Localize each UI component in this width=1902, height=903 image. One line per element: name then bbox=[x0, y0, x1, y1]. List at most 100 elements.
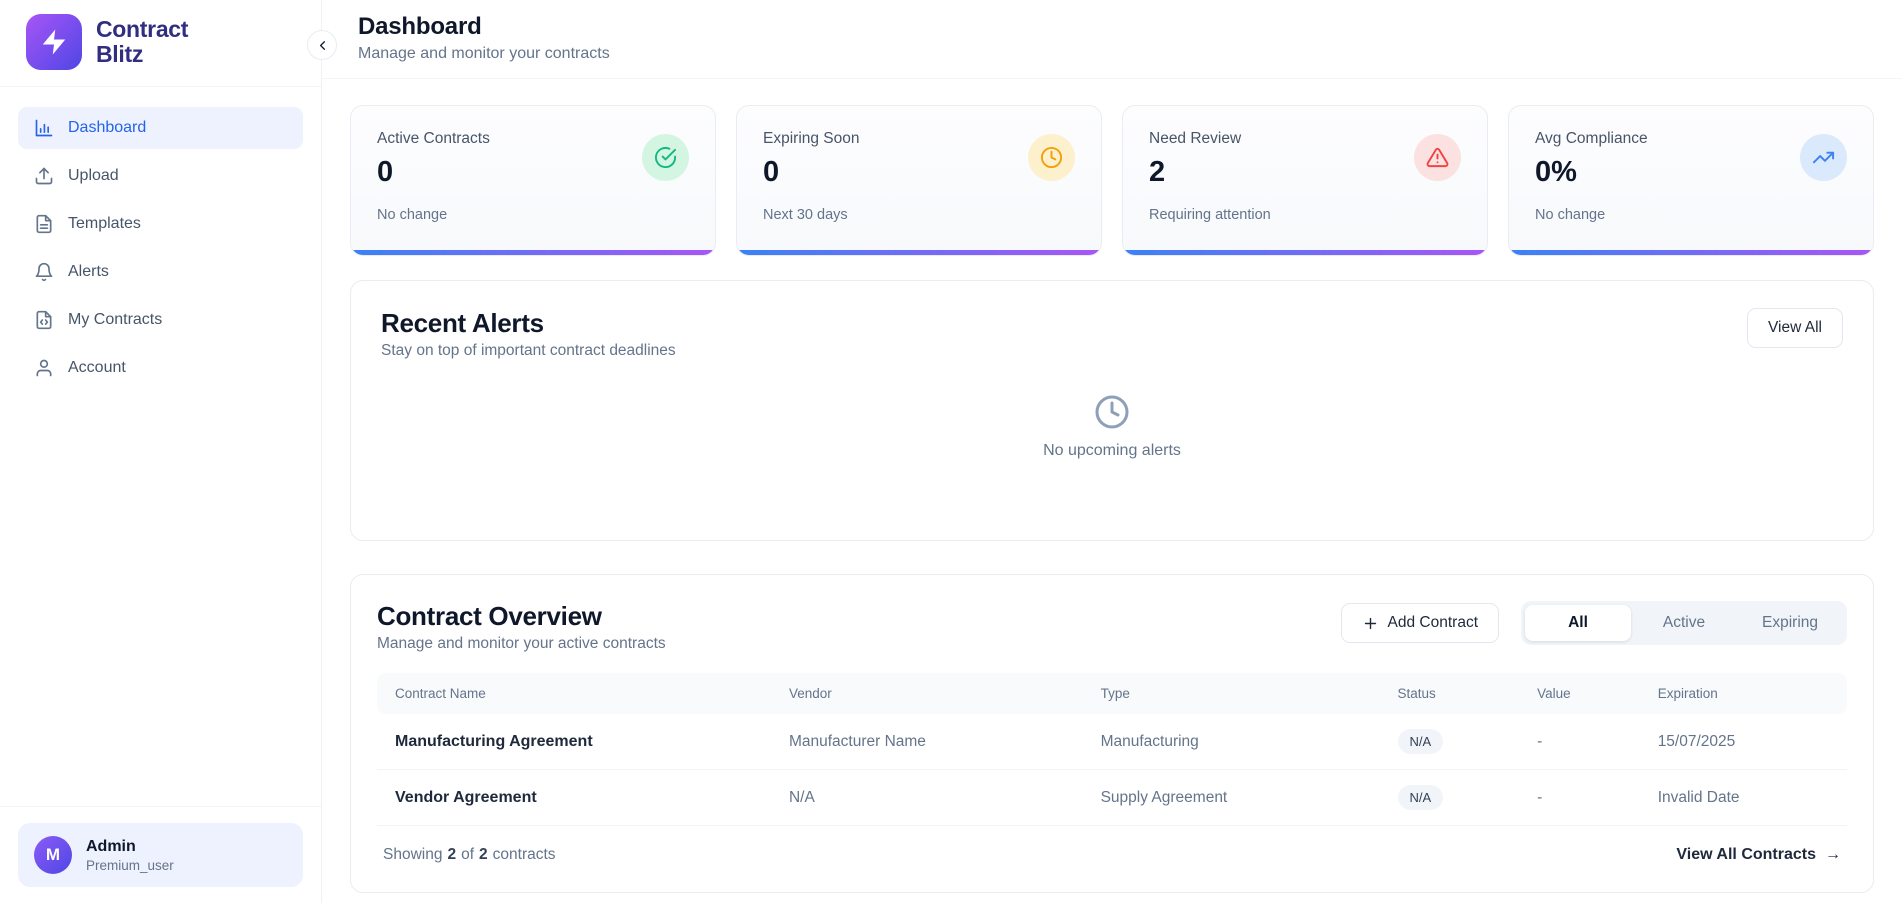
stat-label: Expiring Soon bbox=[763, 130, 860, 147]
avatar: M bbox=[34, 836, 72, 874]
brand: Contract Blitz bbox=[0, 0, 321, 87]
cell-vendor: Manufacturer Name bbox=[770, 714, 1083, 770]
stat-card: Expiring Soon 0 Next 30 days bbox=[736, 105, 1102, 256]
alerts-empty-state: No upcoming alerts bbox=[381, 394, 1843, 460]
filter-tab[interactable]: Expiring bbox=[1737, 605, 1843, 641]
stats-row: Active Contracts 0 No change Expiring So… bbox=[350, 105, 1874, 256]
stat-icon bbox=[1414, 134, 1461, 181]
showing-count: Showing 2 of 2 contracts bbox=[383, 846, 556, 863]
sidebar-item[interactable]: Templates bbox=[18, 203, 303, 245]
sidebar-item[interactable]: Upload bbox=[18, 155, 303, 197]
sidebar-nav: Dashboard Upload Templates Alerts My Con… bbox=[0, 87, 321, 806]
user-role: Premium_user bbox=[86, 857, 174, 873]
filter-tab-label: All bbox=[1568, 614, 1588, 631]
sidebar-item-label: Dashboard bbox=[68, 119, 147, 136]
contracts-title: Contract Overview bbox=[377, 601, 602, 631]
table-header-row: Contract Name Vendor Type Status Value E… bbox=[377, 673, 1847, 714]
stat-value: 2 bbox=[1149, 156, 1166, 188]
stat-accent-bar bbox=[351, 250, 715, 255]
sidebar-item[interactable]: My Contracts bbox=[18, 299, 303, 341]
brand-logo-lightning-icon bbox=[26, 14, 82, 70]
cell-type: Supply Agreement bbox=[1082, 769, 1380, 826]
stat-value: 0 bbox=[377, 156, 394, 188]
status-badge: N/A bbox=[1397, 729, 1444, 754]
sidebar-item-icon bbox=[34, 262, 54, 282]
table-footer: Showing 2 of 2 contracts View All Contra… bbox=[377, 826, 1847, 874]
stat-label: Active Contracts bbox=[377, 130, 490, 147]
brand-name: Contract Blitz bbox=[96, 17, 188, 67]
sidebar-item[interactable]: Account bbox=[18, 347, 303, 389]
page-title: Dashboard bbox=[358, 13, 482, 40]
col-contract-name: Contract Name bbox=[377, 673, 771, 714]
cell-contract-name: Vendor Agreement bbox=[377, 769, 771, 826]
filter-tab-label: Expiring bbox=[1762, 614, 1818, 631]
stat-icon bbox=[642, 134, 689, 181]
sidebar-footer: M Admin Premium_user bbox=[0, 806, 321, 903]
view-all-contracts-link[interactable]: View All Contracts → bbox=[1676, 846, 1841, 863]
col-status: Status bbox=[1379, 673, 1520, 714]
sidebar-collapse-button[interactable] bbox=[307, 30, 337, 60]
table-row[interactable]: Manufacturing Agreement Manufacturer Nam… bbox=[377, 714, 1847, 770]
stat-accent-bar bbox=[1123, 250, 1487, 255]
sidebar: Contract Blitz Dashboard Upload Template… bbox=[0, 0, 322, 903]
filter-tab[interactable]: Active bbox=[1631, 605, 1737, 641]
sidebar-item-icon bbox=[34, 310, 54, 330]
plus-icon bbox=[1362, 615, 1379, 632]
cell-status: N/A bbox=[1379, 769, 1520, 826]
cell-status: N/A bbox=[1379, 714, 1520, 770]
cell-vendor: N/A bbox=[770, 769, 1083, 826]
stat-card: Avg Compliance 0% No change bbox=[1508, 105, 1874, 256]
sidebar-item-label: Account bbox=[68, 359, 126, 376]
brand-name-line2: Blitz bbox=[96, 41, 144, 67]
main-content: Dashboard Manage and monitor your contra… bbox=[322, 0, 1902, 903]
contract-filter-tabs: All Active Expiring bbox=[1521, 601, 1847, 645]
stat-value: 0% bbox=[1535, 156, 1577, 188]
filter-tab-label: Active bbox=[1662, 614, 1706, 631]
sidebar-item-label: Alerts bbox=[68, 263, 109, 280]
col-value: Value bbox=[1519, 673, 1640, 714]
status-badge: N/A bbox=[1397, 785, 1444, 810]
stat-note: Next 30 days bbox=[763, 207, 848, 223]
filter-tab[interactable]: All bbox=[1525, 605, 1631, 641]
brand-name-line1: Contract bbox=[96, 16, 189, 43]
col-type: Type bbox=[1082, 673, 1380, 714]
sidebar-item[interactable]: Alerts bbox=[18, 251, 303, 293]
stat-accent-bar bbox=[1509, 250, 1873, 255]
sidebar-item-icon bbox=[34, 358, 54, 378]
alerts-subtitle: Stay on top of important contract deadli… bbox=[381, 342, 676, 359]
cell-expiration: Invalid Date bbox=[1639, 769, 1847, 826]
stat-icon bbox=[1028, 134, 1075, 181]
cell-value: - bbox=[1519, 769, 1640, 826]
stat-note: No change bbox=[377, 207, 448, 223]
alerts-title: Recent Alerts bbox=[381, 308, 544, 338]
arrow-right-icon: → bbox=[1825, 846, 1841, 863]
cell-expiration: 15/07/2025 bbox=[1639, 714, 1847, 770]
stat-note: No change bbox=[1535, 207, 1606, 223]
sidebar-item-icon bbox=[34, 166, 54, 186]
cell-contract-name: Manufacturing Agreement bbox=[377, 714, 771, 770]
shown-count: 2 bbox=[447, 846, 457, 863]
contracts-table: Contract Name Vendor Type Status Value E… bbox=[377, 673, 1847, 826]
add-contract-button[interactable]: Add Contract bbox=[1340, 603, 1499, 643]
alerts-empty-text: No upcoming alerts bbox=[1043, 442, 1181, 459]
table-row[interactable]: Vendor Agreement N/A Supply Agreement N/… bbox=[377, 769, 1847, 826]
stat-value: 0 bbox=[763, 156, 780, 188]
stat-label: Avg Compliance bbox=[1535, 130, 1648, 147]
stat-label: Need Review bbox=[1149, 130, 1242, 147]
chevron-left-icon bbox=[315, 38, 330, 53]
page-subtitle: Manage and monitor your contracts bbox=[358, 45, 610, 62]
col-expiration: Expiration bbox=[1639, 673, 1847, 714]
sidebar-item-label: Templates bbox=[68, 215, 141, 232]
stat-card: Need Review 2 Requiring attention bbox=[1122, 105, 1488, 256]
cell-type: Manufacturing bbox=[1082, 714, 1380, 770]
sidebar-item[interactable]: Dashboard bbox=[18, 107, 303, 149]
page-header: Dashboard Manage and monitor your contra… bbox=[322, 0, 1902, 79]
user-name: Admin bbox=[86, 837, 136, 855]
view-all-alerts-button[interactable]: View All bbox=[1747, 308, 1843, 348]
user-card[interactable]: M Admin Premium_user bbox=[18, 823, 303, 887]
sidebar-item-icon bbox=[34, 118, 54, 138]
stat-note: Requiring attention bbox=[1149, 207, 1271, 223]
content-area: Active Contracts 0 No change Expiring So… bbox=[322, 79, 1902, 903]
sidebar-item-label: My Contracts bbox=[68, 311, 163, 328]
col-vendor: Vendor bbox=[770, 673, 1083, 714]
